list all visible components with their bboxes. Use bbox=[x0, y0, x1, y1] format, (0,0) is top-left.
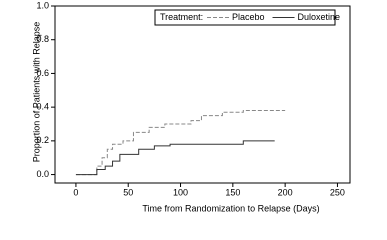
series-line bbox=[75, 140, 275, 176]
x-tick-label: 250 bbox=[330, 187, 345, 197]
y-tick-label: 1.0 bbox=[36, 0, 49, 10]
x-axis-label: Time from Randomization to Relapse (Days… bbox=[142, 203, 319, 213]
y-tick-label: 0.2 bbox=[36, 135, 49, 145]
x-tick-label: 200 bbox=[278, 187, 293, 197]
x-tick-label: 100 bbox=[173, 187, 188, 197]
chart: Time from Randomization to Relapse (Days… bbox=[31, 0, 351, 213]
y-tick-label: 0.4 bbox=[36, 102, 49, 112]
legend-label: Placebo bbox=[232, 12, 265, 22]
series-line bbox=[75, 110, 286, 176]
y-tick-label: 0.6 bbox=[36, 68, 49, 78]
y-axis-label: Proportion of Patients with Relapse bbox=[31, 22, 41, 163]
x-tick-label: 0 bbox=[73, 187, 78, 197]
y-tick-label: 0.0 bbox=[36, 169, 49, 179]
legend-box bbox=[154, 9, 336, 26]
x-tick-label: 150 bbox=[225, 187, 240, 197]
legend-title: Treatment: bbox=[160, 12, 203, 22]
y-tick-label: 0.8 bbox=[36, 34, 49, 44]
x-tick-label: 50 bbox=[123, 187, 133, 197]
plot-frame bbox=[54, 5, 351, 184]
legend-label: Duloxetine bbox=[298, 12, 341, 22]
page: Time from Randomization to Relapse (Days… bbox=[31, 0, 351, 214]
